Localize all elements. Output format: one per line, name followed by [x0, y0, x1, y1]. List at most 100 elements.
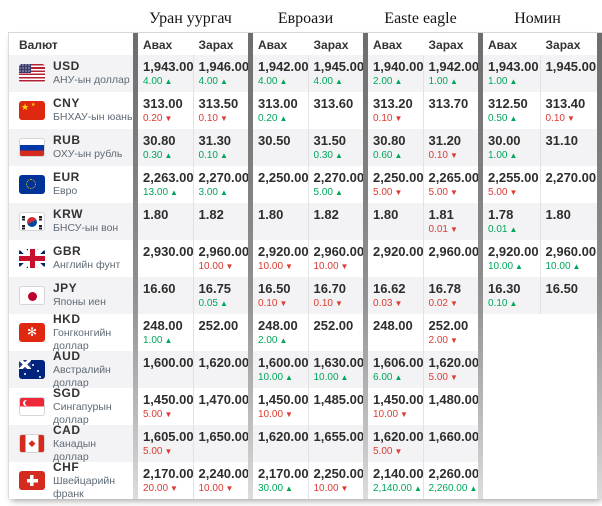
rate-row: 16.60 16.75 0.05 ▲: [138, 277, 248, 314]
buy-rate-cell: 1,606.00 6.00 ▲: [368, 351, 423, 388]
buy-rate-cell: 1,450.00 5.00 ▼: [138, 388, 193, 425]
empty-rate-row: [483, 314, 597, 351]
currency-name: Канадын доллар: [53, 437, 97, 463]
rate-change-value: 10.00: [373, 409, 399, 420]
rate-change-up: 13.00 ▲: [143, 187, 193, 198]
rate-change-up: 1.00 ▲: [488, 150, 540, 161]
rate-change-value: 30.00: [258, 483, 284, 494]
rate-value: 1,630.00: [313, 355, 364, 370]
rate-change-value: 0.10: [428, 150, 448, 161]
exchange-name[interactable]: Easte eagle: [384, 10, 457, 27]
rate-row: 2,250.00 2,270.00 5.00 ▲: [253, 166, 363, 203]
currency-code: RUB: [53, 133, 81, 147]
down-arrow-icon: ▼: [449, 225, 458, 234]
rate-row: 2,170.00 20.00 ▼ 2,240.00 10.00 ▼: [138, 462, 248, 499]
rate-row: 1,450.00 10.00 ▼ 1,485.00: [253, 388, 363, 425]
rate-change-value: 2,140.00: [373, 483, 412, 494]
rate-value: 2,920.00: [258, 244, 308, 259]
currency-row: JPY Японы иен: [9, 277, 133, 314]
buy-rate-cell: 1,620.00 5.00 ▼: [368, 425, 423, 462]
sell-rate-cell: 1,620.00 5.00 ▼: [422, 351, 478, 388]
rate-change-value: 0.02: [428, 298, 448, 309]
rate-value: 2,270.00: [313, 170, 364, 185]
rate-row: 1.80 1.82: [253, 203, 363, 240]
exchange-group: Авах Зарах 1,940.00 2.00 ▲ 1,942.00 1.00 ▲ 313…: [363, 33, 478, 499]
rate-value: 1.80: [143, 207, 169, 222]
down-arrow-icon: ▼: [170, 484, 178, 493]
rate-value: 1,945.00: [313, 59, 364, 74]
rate-change-value: 0.01: [488, 224, 508, 235]
rate-value: 2,170.00: [258, 466, 308, 481]
down-arrow-icon: ▼: [340, 262, 349, 271]
buy-rate-cell: 1.78 0.01 ▲: [483, 203, 540, 240]
sell-column-header: Зарах: [428, 38, 464, 52]
rate-row: 2,263.00 13.00 ▲ 2,270.00 3.00 ▲: [138, 166, 248, 203]
rate-change-down: 10.00 ▼: [258, 409, 308, 420]
up-arrow-icon: ▲: [219, 299, 228, 308]
currency-code: CAD: [53, 422, 81, 437]
rate-value: 16.70: [313, 281, 347, 296]
up-arrow-icon: ▲: [164, 151, 173, 160]
rate-change-up: 10.00 ▲: [258, 372, 308, 383]
rate-value: 16.50: [258, 281, 291, 296]
rate-change-value: 10.00: [488, 261, 514, 272]
rate-change-down: 2.00 ▼: [429, 335, 479, 346]
down-arrow-icon: ▼: [340, 484, 349, 493]
rate-row: 2,255.00 5.00 ▼ 2,270.00: [483, 166, 597, 203]
rate-value: 1,620.00: [373, 429, 423, 444]
sell-rate-cell: 1,945.00: [539, 55, 598, 92]
sell-rate-cell: 252.00: [307, 314, 364, 351]
buy-rate-cell: 1,600.00 10.00 ▲: [253, 351, 308, 388]
buy-rate-cell: 248.00: [368, 314, 423, 351]
down-arrow-icon: ▼: [219, 114, 228, 123]
currency-row: KRW БНСУ-ын вон: [9, 203, 133, 240]
exchange-name[interactable]: Евроази: [277, 10, 334, 27]
up-arrow-icon: ▲: [285, 373, 293, 382]
down-arrow-icon: ▼: [164, 447, 173, 456]
currency-name: БНХАУ-ын юань: [53, 111, 133, 123]
buy-rate-cell: 1.80: [368, 203, 423, 240]
rate-change-up: 0.10 ▲: [488, 298, 540, 309]
rate-row: 313.00 0.20 ▲ 313.60: [253, 92, 363, 129]
rate-row: 1,450.00 5.00 ▼ 1,470.00: [138, 388, 248, 425]
rate-value: 1,605.00: [143, 429, 193, 444]
rate-value: 1.82: [313, 207, 339, 222]
buy-column-header: Авах: [258, 38, 288, 52]
rate-value: 1.80: [373, 207, 399, 222]
buy-rate-cell: 1,942.00 4.00 ▲: [253, 55, 308, 92]
sell-column-header: Зарах: [545, 38, 581, 52]
rate-change-value: 0.30: [313, 150, 333, 161]
sell-rate-cell: 16.70 0.10 ▼: [307, 277, 364, 314]
rate-row: 16.50 0.10 ▼ 16.70 0.10 ▼: [253, 277, 363, 314]
rate-change-value: 2,260.00: [428, 483, 468, 494]
rate-value: 2,250.00: [258, 170, 308, 185]
rate-change-value: 5.00: [428, 187, 448, 198]
rate-change-value: 13.00: [143, 187, 169, 198]
rate-row: 16.62 0.03 ▼ 16.78 0.02 ▼: [368, 277, 478, 314]
exchange-name[interactable]: Уран уургач: [149, 10, 232, 27]
currency-row: CAD Канадын доллар: [9, 422, 133, 463]
rate-value: 2,960.00: [313, 244, 364, 259]
rate-change-down: 10.00 ▼: [199, 483, 249, 494]
down-arrow-icon: ▼: [449, 299, 458, 308]
sell-rate-cell: 31.20 0.10 ▼: [422, 129, 479, 166]
gbr-flag-icon: [19, 249, 45, 268]
cad-flag-icon: [19, 434, 45, 453]
rate-change-value: 1.00: [143, 335, 163, 346]
rate-change-value: 5.00: [313, 187, 333, 198]
rate-change-up: 5.00 ▲: [314, 187, 364, 198]
buy-rate-cell: 2,920.00 10.00 ▲: [483, 240, 540, 277]
rate-value: 1.80: [545, 207, 571, 222]
buy-rate-cell: 30.80 0.30 ▲: [138, 129, 193, 166]
sell-rate-cell: 2,270.00 5.00 ▲: [307, 166, 364, 203]
down-arrow-icon: ▼: [394, 188, 403, 197]
up-arrow-icon: ▲: [509, 114, 518, 123]
rate-change-value: 4.00: [198, 76, 218, 87]
currency-name: БНСУ-ын вон: [53, 222, 119, 234]
aud-flag-icon: [19, 360, 45, 379]
sell-rate-cell: 2,960.00 10.00 ▼: [192, 240, 248, 277]
rate-change-up: 1.00 ▲: [488, 76, 540, 87]
buy-rate-cell: 2,170.00 20.00 ▼: [138, 462, 193, 499]
rate-change-down: 10.00 ▼: [314, 261, 364, 272]
exchange-name[interactable]: Номин: [514, 10, 561, 27]
